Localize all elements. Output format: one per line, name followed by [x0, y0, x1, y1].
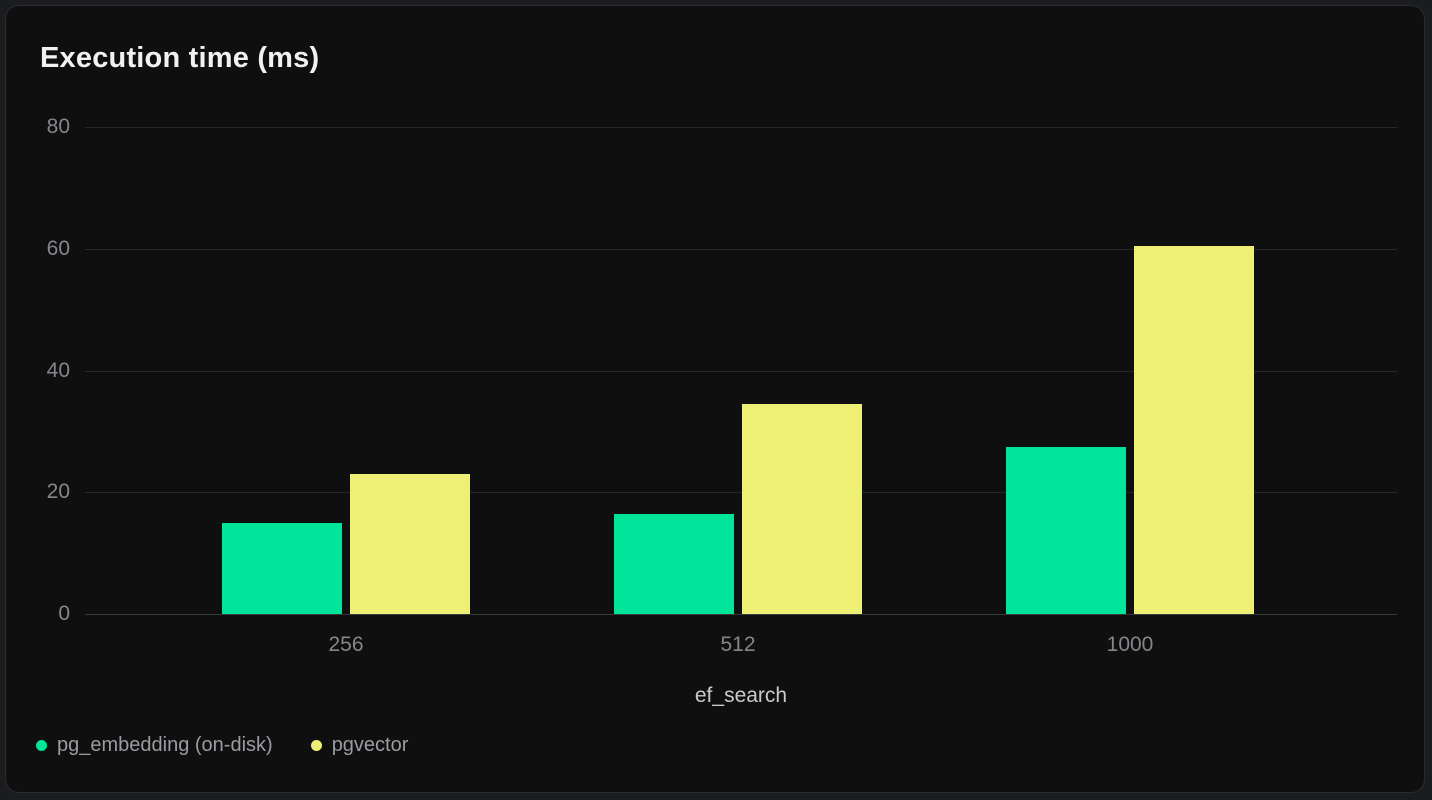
bar-pg-embedding-on-disk-1000[interactable] — [1006, 446, 1126, 614]
x-tick-label-512: 512 — [720, 633, 756, 656]
legend-dot-pgvector — [310, 739, 322, 751]
x-tick-label-1000: 1000 — [1106, 633, 1154, 656]
legend: pg_embedding (on-disk) pgvector — [36, 733, 408, 757]
legend-label-pg-embedding-on-disk: pg_embedding (on-disk) — [57, 734, 273, 756]
gridline-y-20 — [85, 492, 1397, 494]
y-tick-label-40: 40 — [46, 358, 70, 382]
gridline-y-80 — [85, 127, 1397, 128]
bar-pg-embedding-on-disk-256[interactable] — [222, 522, 342, 614]
legend-item-pgvector[interactable]: pgvector — [310, 733, 409, 757]
x-tick-label-256: 256 — [328, 633, 364, 656]
chart-title: Execution time (ms) — [40, 42, 320, 74]
y-tick-label-80: 80 — [46, 115, 70, 138]
bar-pgvector-1000[interactable] — [1134, 245, 1254, 614]
bar-chart-plot: 0 20 40 60 80 256 512 1000 ef_search — [6, 6, 1424, 792]
y-tick-label-20: 20 — [46, 480, 70, 504]
gridline-y-60 — [85, 248, 1397, 250]
bar-pgvector-256[interactable] — [350, 473, 470, 614]
x-axis-title: ef_search — [694, 684, 788, 707]
gridline-y-0 — [85, 614, 1397, 615]
legend-label-pgvector: pgvector — [331, 734, 409, 756]
legend-item-pg-embedding-on-disk[interactable]: pg_embedding (on-disk) — [36, 733, 273, 757]
gridline-y-40 — [85, 370, 1397, 372]
bar-pgvector-512[interactable] — [742, 403, 862, 614]
bar-pg-embedding-on-disk-512[interactable] — [614, 513, 734, 614]
legend-dot-pg-embedding-on-disk — [36, 739, 47, 751]
chart-card: Execution time (ms) 0 20 40 60 80 256 512 1000… — [5, 5, 1425, 793]
y-tick-label-0: 0 — [58, 602, 70, 625]
y-tick-label-60: 60 — [46, 236, 70, 260]
